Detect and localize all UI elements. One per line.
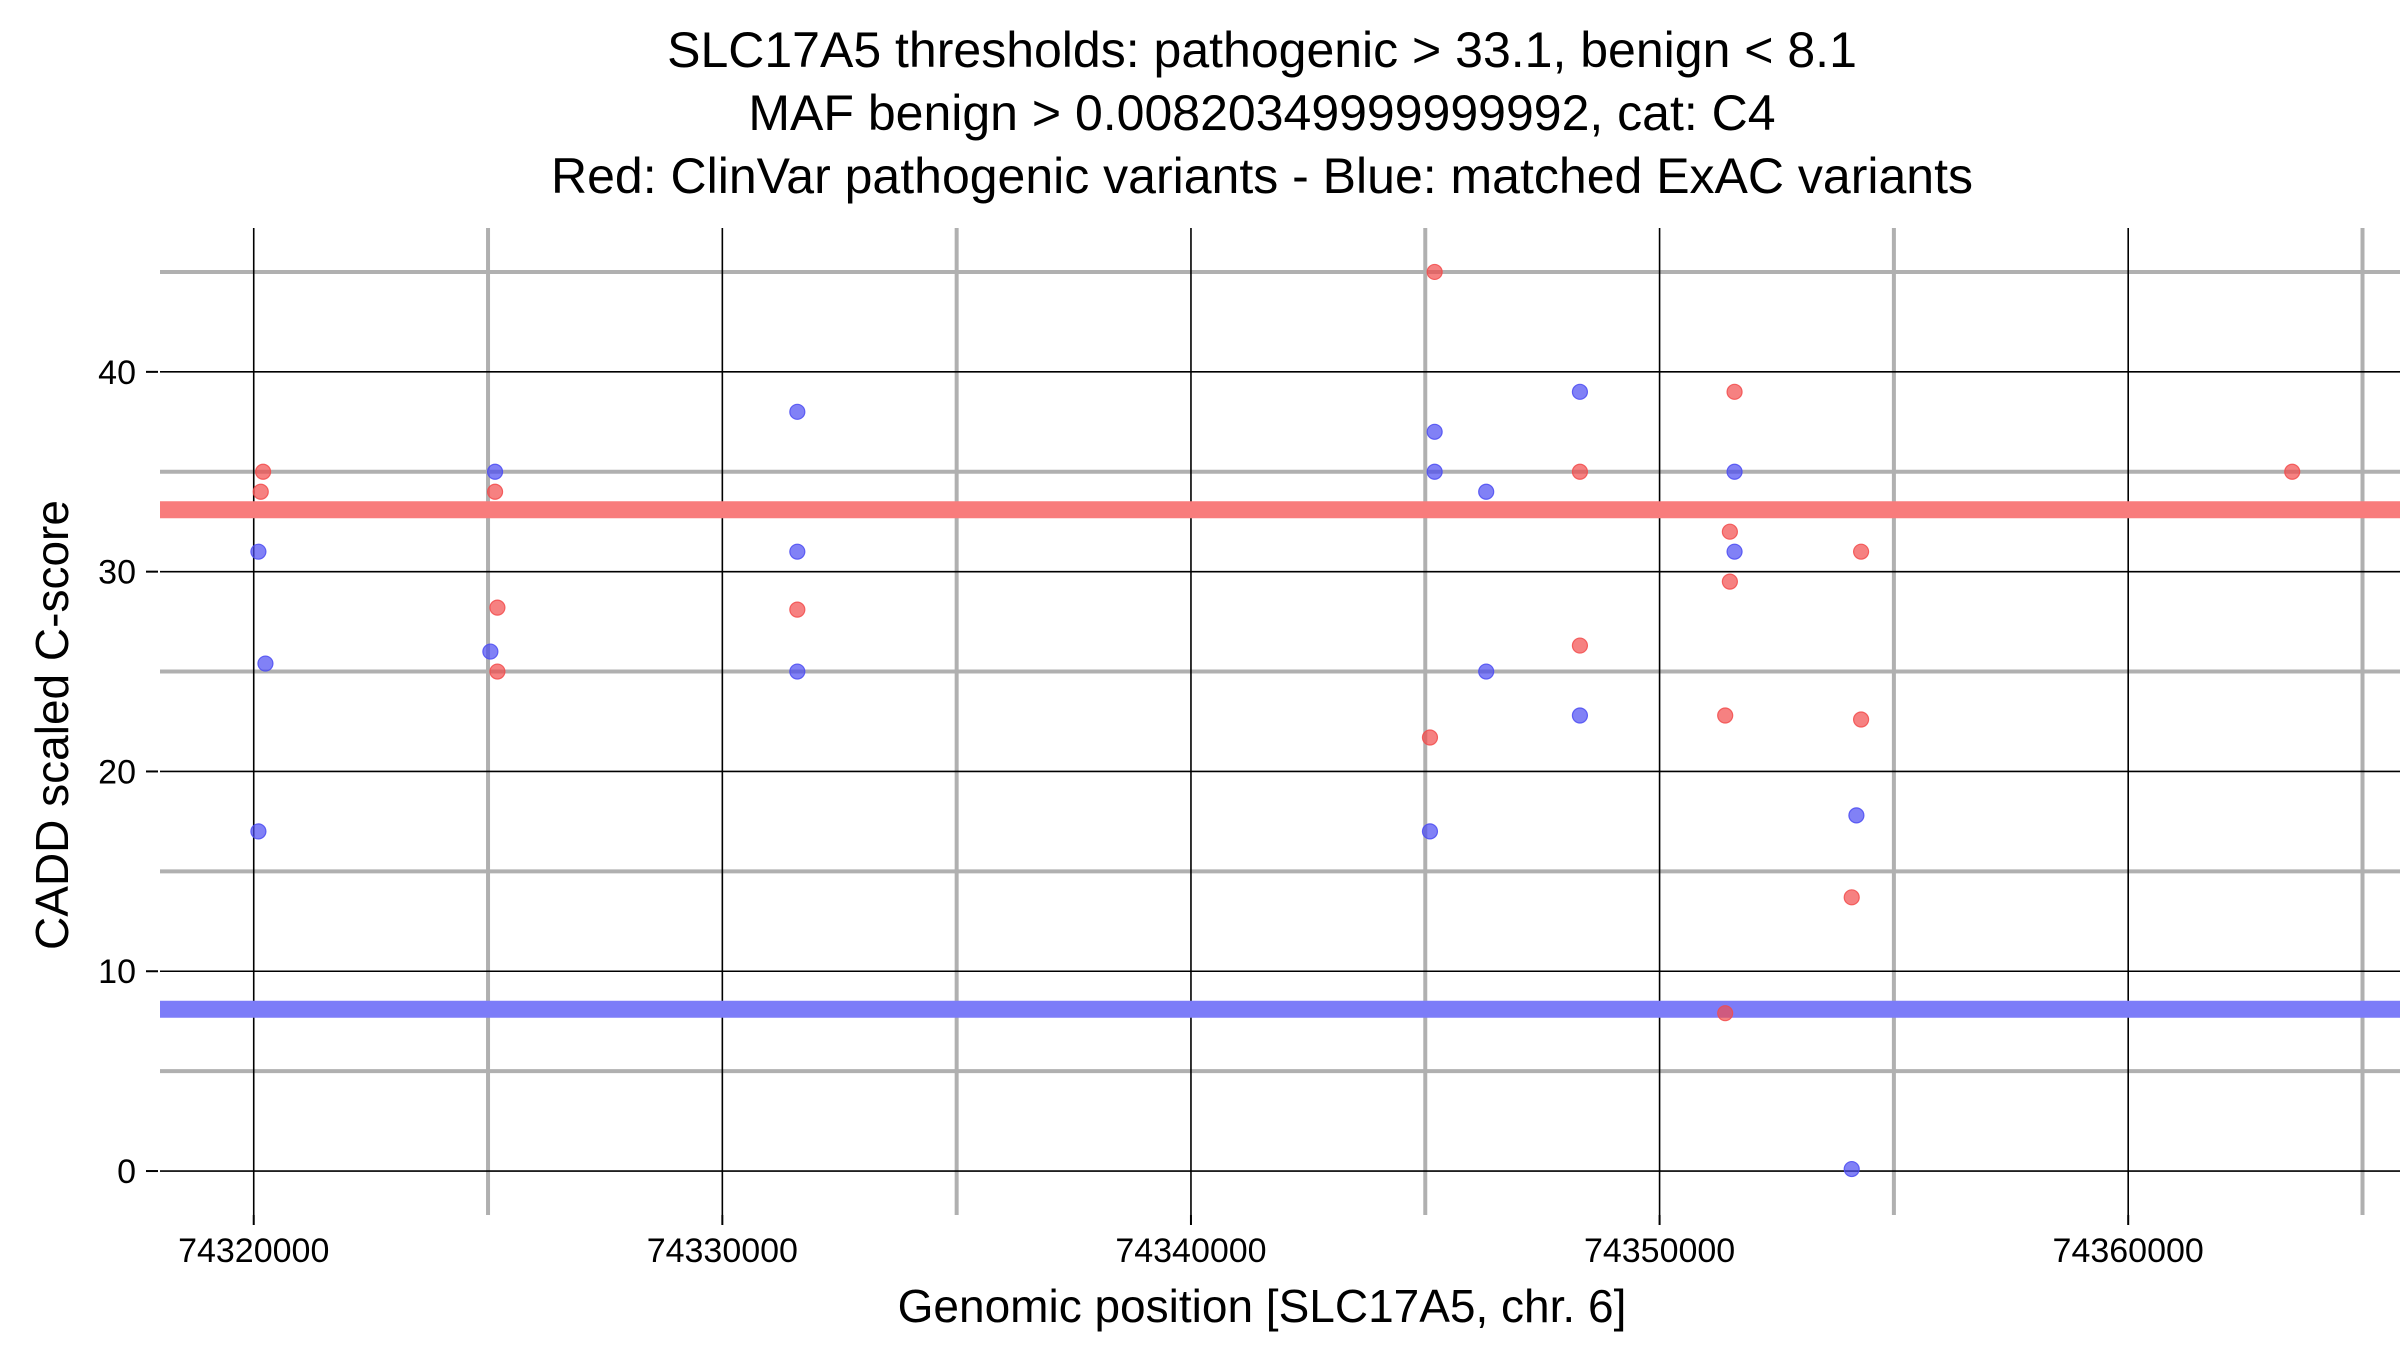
x-tick-label: 74350000 [1584, 1232, 1735, 1270]
exac-point [789, 663, 806, 680]
y-axis: 0 10 20 30 40 [98, 354, 158, 1191]
exac-point [1726, 463, 1743, 480]
clinvar-point [1721, 523, 1738, 540]
y-axis-title: CADD scaled C-score [26, 500, 78, 950]
x-tick-label: 74330000 [647, 1232, 798, 1270]
exac-point [789, 403, 806, 420]
chart-title-line-3: Red: ClinVar pathogenic variants - Blue:… [551, 148, 1973, 204]
exac-point [1421, 823, 1439, 840]
chart-title-line-2: MAF benign > 0.00820349999999992, cat: C… [748, 85, 1775, 141]
clinvar-point [252, 483, 269, 500]
x-tick-label: 74360000 [2053, 1232, 2204, 1270]
exac-point [1571, 707, 1589, 724]
clinvar-point [254, 463, 272, 480]
clinvar-point [1726, 383, 1743, 400]
exac-point [789, 543, 806, 560]
exac-point [1426, 423, 1443, 440]
exac-point [250, 543, 267, 560]
clinvar-point [1571, 637, 1589, 654]
clinvar-point [1571, 463, 1589, 480]
clinvar-point [1717, 707, 1734, 724]
x-axis: 74320000 74330000 74340000 74350000 74360000 [178, 1215, 2204, 1270]
major-gridlines [160, 228, 2400, 1215]
y-tick-label: 10 [98, 953, 136, 991]
exac-point [1571, 383, 1589, 400]
chart-title: SLC17A5 thresholds: pathogenic > 33.1, b… [551, 22, 1973, 204]
clinvar-point [489, 663, 506, 680]
clinvar-point [486, 483, 504, 500]
y-tick-label: 0 [117, 1153, 136, 1191]
clinvar-point [789, 601, 806, 618]
clinvar-point [1717, 1005, 1734, 1022]
x-axis-title: Genomic position [SLC17A5, chr. 6] [898, 1280, 1627, 1332]
clinvar-point [1843, 889, 1860, 906]
clinvar-point [1852, 543, 1870, 560]
exac-point [486, 463, 504, 480]
chart-title-line-1: SLC17A5 thresholds: pathogenic > 33.1, b… [667, 22, 1857, 78]
clinvar-point [1421, 729, 1439, 746]
x-tick-label: 74320000 [178, 1232, 329, 1270]
exac-point [1478, 483, 1495, 500]
clinvar-point [2284, 463, 2301, 480]
exac-point [1426, 463, 1443, 480]
exac-point [1726, 543, 1743, 560]
clinvar-point [1852, 711, 1870, 728]
exac-point [250, 823, 267, 840]
exac-point [482, 643, 499, 660]
exac-point [257, 655, 274, 672]
clinvar-point [489, 599, 506, 616]
threshold-lines [160, 501, 2400, 1018]
data-points [250, 263, 2301, 1178]
clinvar-point [1721, 573, 1738, 590]
clinvar-point [1426, 263, 1443, 281]
x-tick-label: 74340000 [1115, 1232, 1266, 1270]
y-tick-label: 20 [98, 753, 136, 791]
y-tick-label: 40 [98, 354, 136, 392]
exac-point [1843, 1160, 1860, 1178]
minor-gridlines [160, 228, 2400, 1215]
y-tick-label: 30 [98, 554, 136, 592]
exac-point [1478, 663, 1495, 680]
exac-point [1848, 807, 1865, 824]
